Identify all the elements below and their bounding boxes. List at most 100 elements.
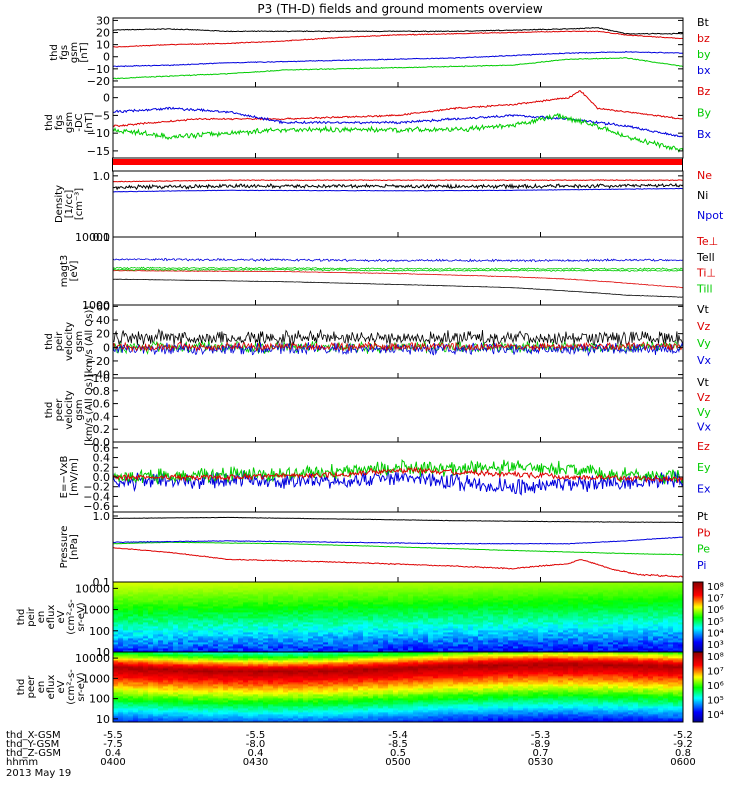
spectrogram-cell bbox=[238, 590, 244, 593]
spectrogram-cell bbox=[313, 610, 319, 613]
spectrogram-cell bbox=[283, 644, 289, 647]
spectrogram-cell bbox=[328, 630, 334, 633]
spectrogram-cell bbox=[228, 622, 234, 625]
spectrogram-cell bbox=[203, 584, 209, 587]
spectrogram-cell bbox=[553, 634, 559, 637]
spectrogram-cell bbox=[478, 586, 484, 589]
spectrogram-cell bbox=[113, 602, 119, 605]
spectrogram-cell bbox=[518, 606, 524, 609]
spectrogram-cell bbox=[193, 624, 199, 627]
spectrogram-cell bbox=[278, 596, 284, 599]
spectrogram-cell bbox=[228, 598, 234, 601]
spectrogram-cell bbox=[138, 644, 144, 647]
spectrogram-cell bbox=[308, 636, 314, 639]
spectrogram-cell bbox=[513, 596, 519, 599]
spectrogram-cell bbox=[143, 634, 149, 637]
spectrogram-cell bbox=[538, 618, 544, 621]
spectrogram-cell bbox=[363, 632, 369, 635]
spectrogram-cell bbox=[463, 646, 469, 649]
spectrogram-cell bbox=[158, 642, 164, 645]
spectrogram-cell bbox=[243, 630, 249, 633]
spectrogram-cell bbox=[413, 588, 419, 591]
spectrogram-cell bbox=[263, 648, 269, 651]
spectrogram-cell bbox=[378, 630, 384, 633]
spectrogram-cell bbox=[278, 606, 284, 609]
spectrogram-cell bbox=[503, 600, 509, 603]
spectrogram-cell bbox=[403, 590, 409, 593]
spectrogram-cell bbox=[138, 608, 144, 611]
spectrogram-cell bbox=[318, 638, 324, 641]
spectrogram-cell bbox=[183, 618, 189, 621]
spectrogram-cell bbox=[498, 642, 504, 645]
spectrogram-cell bbox=[468, 626, 474, 629]
spectrogram-cell bbox=[203, 616, 209, 619]
spectrogram-cell bbox=[113, 604, 119, 607]
spectrogram-cell bbox=[483, 610, 489, 613]
spectrogram-cell bbox=[308, 594, 314, 597]
spectrogram-cell bbox=[488, 586, 494, 589]
spectrogram-cell bbox=[528, 644, 534, 647]
spectrogram-cell bbox=[218, 640, 224, 643]
spectrogram-cell bbox=[263, 612, 269, 615]
spectrogram-cell bbox=[393, 634, 399, 637]
y-tick-label: 1000 bbox=[82, 299, 110, 312]
spectrogram-cell bbox=[263, 644, 269, 647]
spectrogram-cell bbox=[138, 626, 144, 629]
spectrogram-cell bbox=[378, 582, 384, 585]
spectrogram-cell bbox=[358, 584, 364, 587]
spectrogram-cell bbox=[268, 618, 274, 621]
spectrogram-cell bbox=[213, 650, 219, 653]
spectrogram-cell bbox=[218, 648, 224, 651]
spectrogram-cell bbox=[373, 602, 379, 605]
spectrogram-cell bbox=[263, 634, 269, 637]
spectrogram-cell bbox=[393, 648, 399, 651]
spectrogram-cell bbox=[138, 636, 144, 639]
spectrogram-cell bbox=[458, 620, 464, 623]
spectrogram-cell bbox=[358, 636, 364, 639]
spectrogram-cell bbox=[448, 650, 454, 653]
spectrogram-cell bbox=[238, 640, 244, 643]
spectrogram-cell bbox=[533, 620, 539, 623]
spectrogram-cell bbox=[418, 642, 424, 645]
spectrogram-cell bbox=[288, 606, 294, 609]
spectrogram-cell bbox=[338, 602, 344, 605]
spectrogram-cell bbox=[498, 606, 504, 609]
spectrogram-cell bbox=[168, 604, 174, 607]
spectrogram-cell bbox=[543, 602, 549, 605]
spectrogram-cell bbox=[363, 600, 369, 603]
spectrogram-cell bbox=[308, 650, 314, 653]
spectrogram-cell bbox=[283, 620, 289, 623]
spectrogram-cell bbox=[273, 590, 279, 593]
spectrogram-cell bbox=[158, 608, 164, 611]
spectrogram-cell bbox=[303, 632, 309, 635]
spectrogram-cell bbox=[288, 584, 294, 587]
spectrogram-cell bbox=[128, 638, 134, 641]
spectrogram-cell bbox=[178, 638, 184, 641]
spectrogram-cell bbox=[348, 616, 354, 619]
spectrogram-cell bbox=[403, 588, 409, 591]
spectrogram-cell bbox=[358, 610, 364, 613]
spectrogram-cell bbox=[128, 582, 134, 585]
spectrogram-cell bbox=[133, 610, 139, 613]
spectrogram-cell bbox=[208, 626, 214, 629]
spectrogram-cell bbox=[428, 592, 434, 595]
spectrogram-cell bbox=[498, 596, 504, 599]
spectrogram-cell bbox=[328, 646, 334, 649]
spectrogram-cell bbox=[448, 604, 454, 607]
spectrogram-cell bbox=[498, 632, 504, 635]
spectrogram-cell bbox=[403, 602, 409, 605]
spectrogram-cell bbox=[168, 628, 174, 631]
series-density-1 bbox=[112, 182, 684, 191]
spectrogram-cell bbox=[473, 606, 479, 609]
spectrogram-cell bbox=[458, 588, 464, 591]
spectrogram-cell bbox=[393, 644, 399, 647]
spectrogram-cell bbox=[113, 612, 119, 615]
spectrogram-cell bbox=[158, 618, 164, 621]
spectrogram-cell bbox=[153, 646, 159, 649]
spectrogram-cell bbox=[158, 622, 164, 625]
spectrogram-cell bbox=[508, 644, 514, 647]
spectrogram-cell bbox=[298, 644, 304, 647]
spectrogram-cell bbox=[223, 620, 229, 623]
spectrogram-cell bbox=[403, 624, 409, 627]
spectrogram-cell bbox=[458, 628, 464, 631]
